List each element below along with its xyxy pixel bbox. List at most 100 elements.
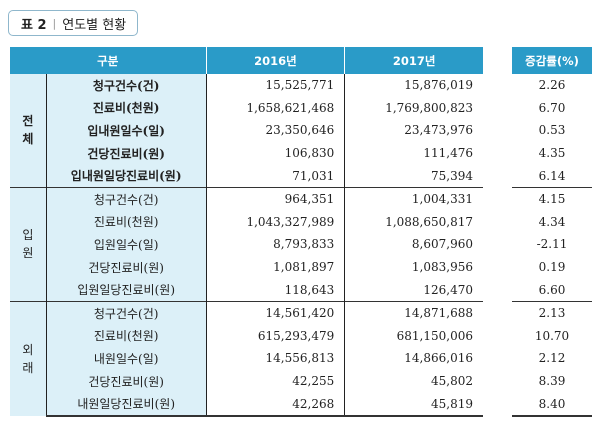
row-label: 진료비(천원) [46, 324, 207, 348]
table-row: 전 체 청구건수(건) 15,525,771 15,876,019 [10, 74, 483, 188]
table-caption: 표 2 | 연도별 현황 [8, 10, 138, 36]
change-value: -2.11 [536, 237, 568, 252]
row-label: 건당진료비(원) [46, 369, 207, 393]
row-label: 진료비(천원) [46, 96, 207, 120]
value-2016: 1,658,621,468 [206, 96, 346, 120]
change-value: 8.39 [538, 374, 566, 389]
change-row: 6.14 [512, 164, 592, 187]
value-2016: 42,255 [206, 369, 346, 393]
group-label: 입 원 [10, 186, 47, 302]
change-value: 0.19 [538, 260, 566, 275]
value-2016: 1,043,327,989 [206, 210, 346, 234]
change-row: 8.40 [512, 392, 592, 417]
value-2016: 615,293,479 [206, 324, 346, 348]
change-row: 4.15 [512, 186, 592, 211]
value-2017: 45,802 [431, 374, 473, 389]
value-2016: 14,556,813 [206, 347, 346, 370]
change-value: 2.26 [538, 78, 566, 93]
value-2016: 71,031 [206, 164, 346, 188]
value-2017: 14,871,688 [344, 300, 483, 325]
value-2016: 118,643 [206, 278, 346, 302]
value-2016: 106,830 [206, 141, 346, 165]
value-2017: 75,394 [431, 168, 473, 183]
table-row: 외 래 청구건수(건) 14,561,420 14,871,688 [10, 300, 483, 416]
change-row: 10.70 [512, 325, 592, 348]
change-table: 증감률(%) 2.26 6.70 0.53 4.35 6.14 4.15 4.34 -2.11… [512, 47, 592, 417]
table-row: 건당진료비(원) 1,081,897 1,083,956 [10, 255, 483, 279]
row-label: 건당진료비(원) [46, 255, 207, 279]
row-label: 입내원일수(일) [46, 119, 207, 142]
header-2017: 2017년 [344, 47, 483, 74]
value-2016: 42,268 [206, 392, 346, 417]
value-2017: 1,004,331 [344, 186, 483, 211]
stats-table: 구분 2016년 2017년 전 체 청구건수(건) 15,525,771 15,87… [10, 47, 483, 417]
value-2017: 14,866,016 [404, 351, 473, 366]
table-row: 진료비(천원) 615,293,479 681,150,006 [10, 324, 483, 348]
table-row: 건당진료비(원) 42,255 45,802 [10, 369, 483, 393]
group-label: 전 체 [10, 74, 47, 188]
change-value: 2.12 [538, 351, 566, 366]
row-label: 내원일당진료비(원) [46, 392, 207, 417]
caption-text: 연도별 현황 [62, 17, 127, 33]
change-row: 4.34 [512, 211, 592, 234]
change-row: -2.11 [512, 233, 592, 256]
change-value: 10.70 [534, 328, 570, 343]
row-label: 내원일수(일) [46, 347, 207, 370]
change-row: 2.13 [512, 300, 592, 325]
change-value: 4.35 [538, 146, 566, 161]
table-row: 입원일당진료비(원) 118,643 126,470 [10, 278, 483, 302]
value-2017: 1,088,650,817 [385, 214, 473, 229]
caption-divider: | [52, 16, 57, 30]
value-2017: 111,476 [423, 146, 473, 161]
value-2017: 681,150,006 [396, 328, 473, 343]
change-row: 6.70 [512, 97, 592, 120]
table-row: 내원일당진료비(원) 42,268 45,819 [10, 392, 483, 417]
change-value: 2.13 [512, 300, 592, 325]
table-row: 입내원일당진료비(원) 71,031 75,394 [10, 164, 483, 188]
header-category: 구분 [10, 47, 206, 74]
value-2016: 1,081,897 [206, 255, 346, 279]
change-row: 8.39 [512, 370, 592, 393]
table-row: 진료비(천원) 1,658,621,468 1,769,800,823 [10, 96, 483, 120]
value-2016: 23,350,646 [206, 119, 346, 142]
table-row: 진료비(천원) 1,043,327,989 1,088,650,817 [10, 210, 483, 234]
value-2017: 23,473,976 [404, 123, 473, 138]
table-row: 내원일수(일) 14,556,813 14,866,016 [10, 347, 483, 370]
value-2016: 8,793,833 [206, 233, 346, 256]
change-row: 2.12 [512, 347, 592, 370]
value-2016: 14,561,420 [206, 300, 346, 325]
change-value: 0.53 [538, 123, 566, 138]
change-value: 8.40 [512, 392, 592, 417]
row-label: 청구건수(건) [46, 186, 207, 211]
row-label: 진료비(천원) [46, 210, 207, 234]
row-label: 건당진료비(원) [46, 141, 207, 165]
change-value: 4.15 [512, 186, 592, 211]
row-label: 입원일당진료비(원) [46, 278, 207, 302]
value-2017: 15,876,019 [404, 78, 473, 93]
table-row: 건당진료비(원) 106,830 111,476 [10, 141, 483, 165]
table-number: 표 2 [21, 17, 47, 33]
value-2016: 964,351 [206, 186, 346, 211]
row-label: 입원일수(일) [46, 233, 207, 256]
value-2017: 1,083,956 [411, 260, 473, 275]
change-row: 4.35 [512, 142, 592, 165]
value-2016: 15,525,771 [206, 74, 346, 97]
table-row: 입 원 청구건수(건) 964,351 1,004,331 [10, 186, 483, 302]
change-value: 6.60 [538, 282, 566, 297]
table-row: 입원일수(일) 8,793,833 8,607,960 [10, 233, 483, 256]
change-value: 6.14 [538, 168, 566, 183]
header-2016: 2016년 [205, 47, 345, 74]
change-row: 2.26 [512, 74, 592, 97]
row-label: 입내원일당진료비(원) [46, 164, 207, 188]
row-label: 청구건수(건) [46, 74, 207, 97]
row-label: 청구건수(건) [46, 300, 207, 325]
header-change: 증감률(%) [512, 47, 592, 74]
value-2017: 126,470 [423, 282, 473, 297]
change-value: 6.70 [538, 100, 566, 115]
group-label: 외 래 [10, 300, 47, 416]
table-row: 입내원일수(일) 23,350,646 23,473,976 [10, 119, 483, 142]
change-row: 0.19 [512, 256, 592, 279]
value-2017: 8,607,960 [411, 237, 473, 252]
change-row: 6.60 [512, 278, 592, 301]
change-value: 4.34 [538, 214, 566, 229]
